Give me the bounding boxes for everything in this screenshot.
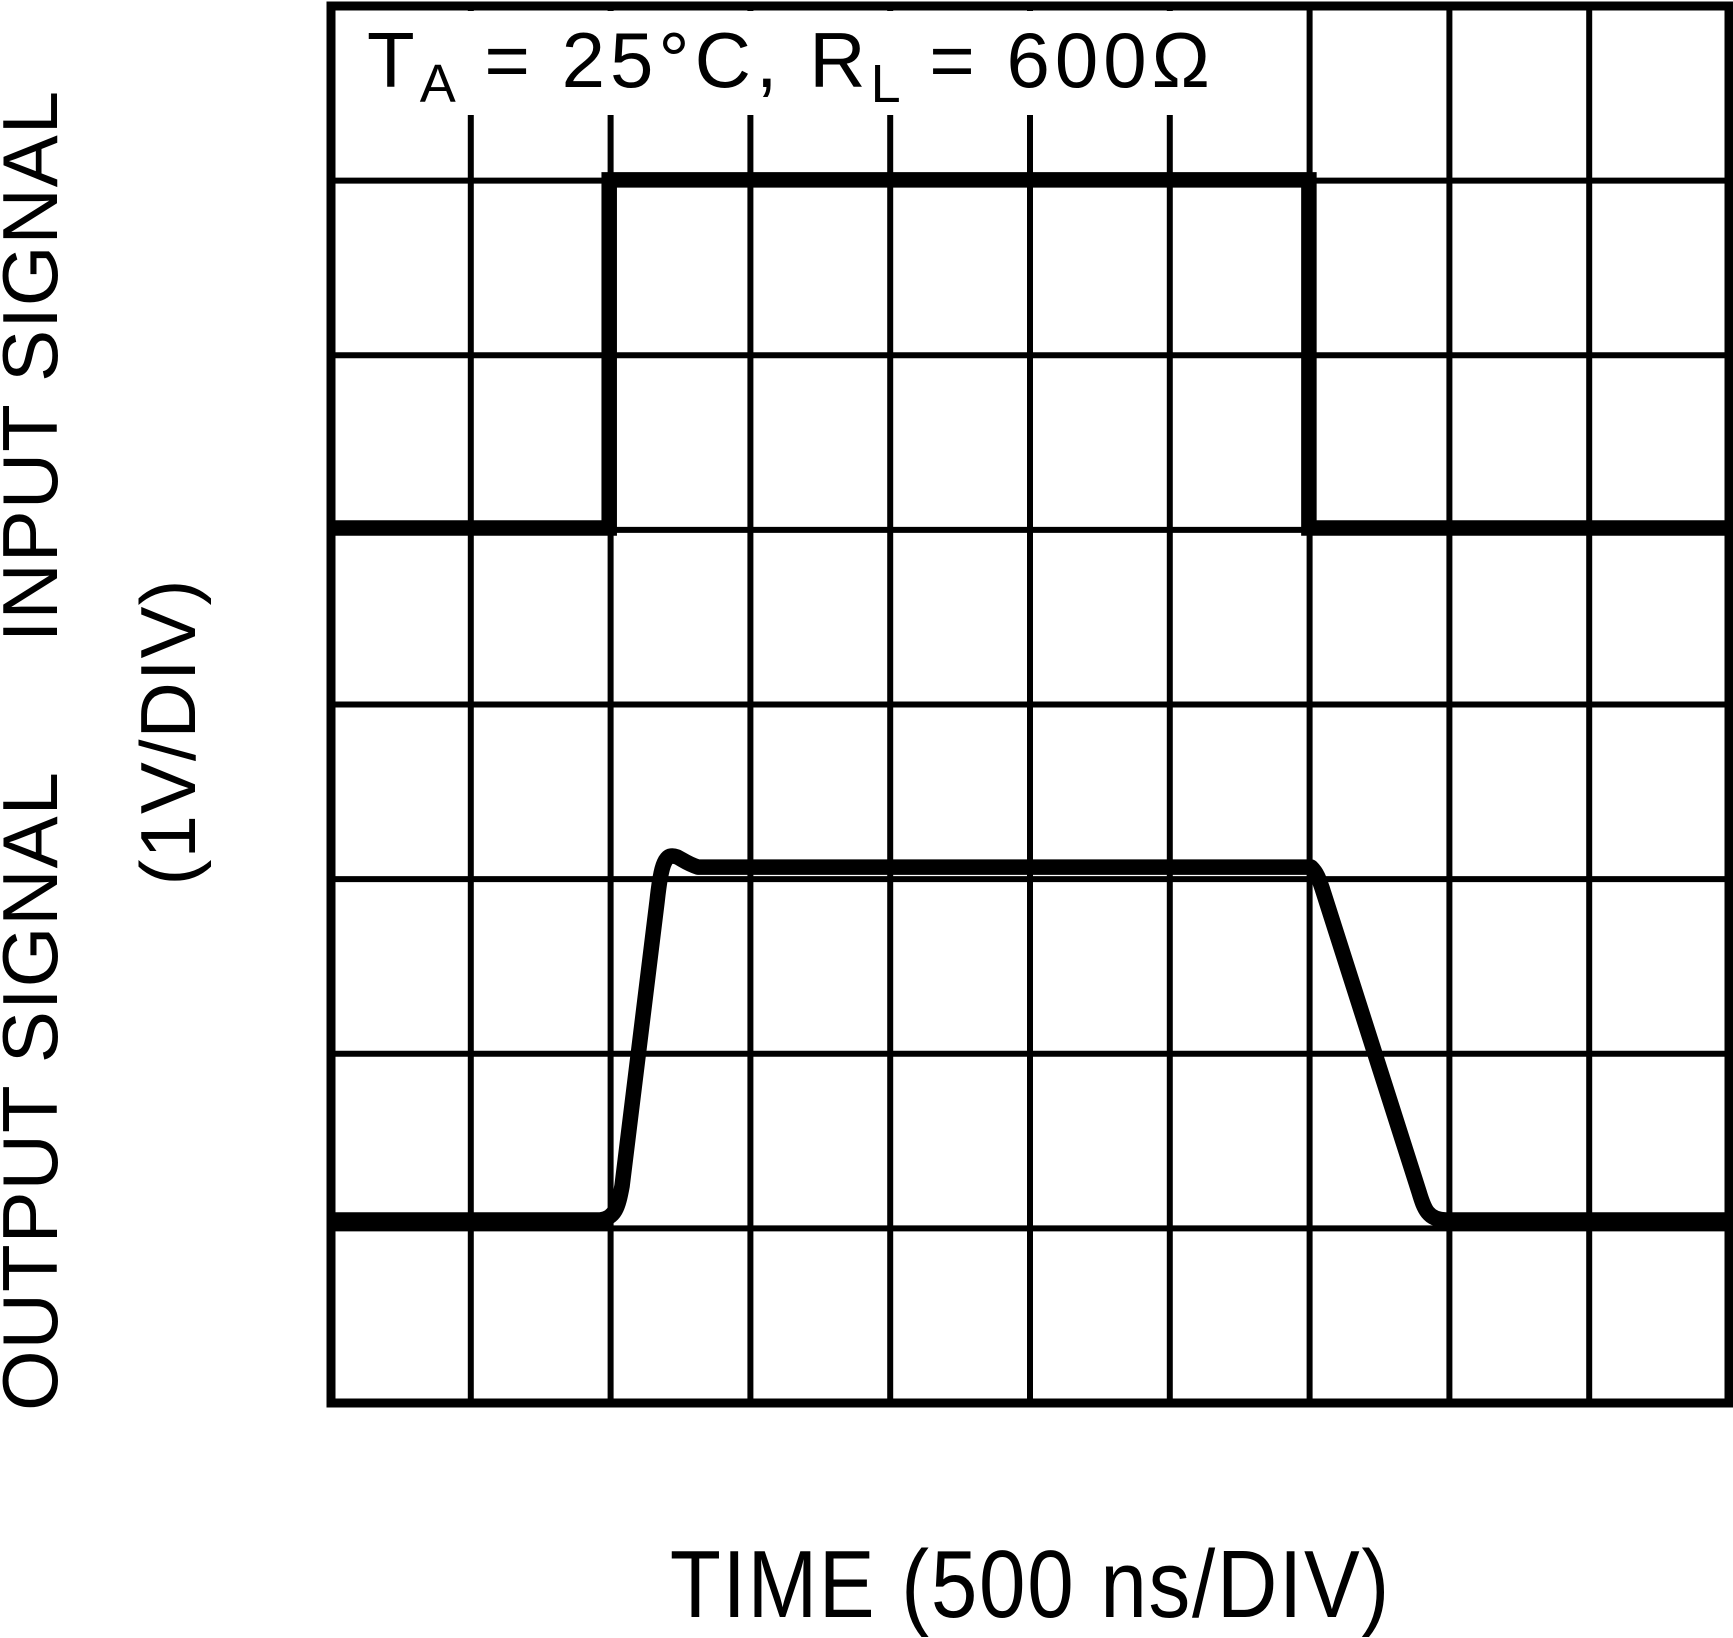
title-backdrop — [336, 11, 1246, 115]
title-ta-subscript: A — [419, 54, 458, 114]
time-axis-label-text: TIME (500 ns/DIV) — [669, 1530, 1391, 1638]
title-end-text: = 600Ω — [902, 16, 1215, 104]
output-signal-axis-label: OUTPUT SIGNAL — [0, 771, 74, 1412]
volts-per-div-axis-label: (1V/DIV) — [124, 578, 212, 886]
title-rl-subscript: L — [870, 54, 903, 114]
title-mid-text: = 25°C, R — [457, 16, 871, 104]
input-trace — [331, 172, 1729, 536]
plot-border — [326, 1, 1733, 1408]
time-axis-label: TIME (500 ns/DIV) — [330, 1532, 1730, 1637]
title-ta-symbol: T — [367, 16, 420, 104]
output-trace — [331, 848, 1729, 1228]
